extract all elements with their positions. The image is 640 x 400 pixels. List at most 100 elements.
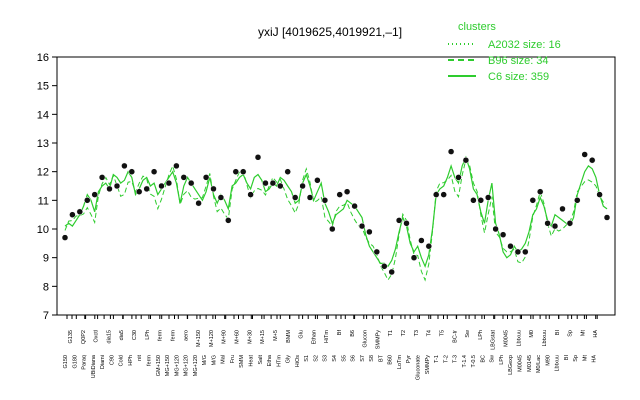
data-point [366,228,373,236]
data-point [76,208,84,216]
x-tick-label: S8 [369,355,375,362]
x-tick-label: T4 [427,330,433,336]
data-point [440,191,447,198]
x-tick-label: BI [555,330,561,336]
x-tick-label: S5 [341,355,347,362]
data-point [381,263,388,270]
x-tick-label: ferm [147,355,153,366]
data-point [128,168,136,175]
data-point [202,174,210,181]
x-tick-label: Salt [258,355,264,365]
x-tick-label: LPh [478,330,484,340]
data-point [425,242,433,250]
data-point [284,168,291,175]
y-tick-label: 9 [43,253,49,265]
x-tick-label: M0145 [527,355,533,372]
data-point [180,174,188,181]
data-point [514,248,522,256]
data-point [329,225,336,233]
x-tick-label: HiOs [295,355,301,367]
data-point [84,197,91,204]
data-point [358,222,366,230]
x-tick-label: T-3 [453,355,459,363]
data-point [61,234,69,241]
x-tick-label: LPh [145,330,151,340]
data-point [403,220,410,227]
legend-title: clusters [458,21,496,33]
x-tick-label: HTm [276,355,282,367]
data-point [232,168,240,175]
x-tick-label: BC-tr [452,330,458,343]
data-point [470,197,477,204]
x-tick-label: M+5 [273,330,279,341]
data-point [559,205,566,213]
x-tick-label: M+90 [222,330,228,344]
x-tick-label: nit [137,355,143,361]
x-tick-label: T-1 [434,355,440,363]
x-tick-label: Sp [568,330,574,337]
x-tick-label: HPh [128,355,134,366]
chart-title: yxiJ [4019625,4019921,–1] [258,25,402,39]
x-tick-label: M0045 [518,355,524,372]
data-point [596,191,603,198]
x-tick-label: Bf [337,330,343,336]
data-points [61,148,611,276]
x-tick-label: Glu [299,330,305,339]
x-tick-label: MG+150 [165,355,171,376]
x-tick-label: Oxctl [94,330,100,343]
data-point [225,217,232,224]
data-point [544,220,551,227]
data-point [336,191,343,198]
x-tick-label: Heat [249,355,255,367]
data-point [343,188,351,195]
y-tick-label: 13 [37,138,49,150]
x-tick-label: Q0P2 [81,330,87,344]
x-tick-label: S3 [323,355,329,362]
x-tick-label: GM+150 [156,355,162,376]
data-point [150,168,158,175]
data-point [588,156,596,164]
data-point [522,248,529,256]
data-point [121,162,128,170]
x-tick-label: Pyr [406,355,412,363]
x-tick-label: M+60 [235,330,241,344]
y-tick-label: 14 [37,109,49,121]
x-tick-label: Sw [490,355,496,363]
data-point [351,202,358,210]
data-point [566,220,574,227]
data-point [158,182,165,190]
y-tick-label: 12 [37,167,49,179]
x-tick-label: SMMPy [425,355,431,375]
data-point [173,162,180,170]
y-tick-label: 10 [37,224,49,236]
x-tick-label: T1 [388,330,394,336]
y-axis: 7 8 9 10 11 12 13 14 15 16 [37,52,57,322]
data-point [484,194,492,201]
x-tick-label: Paraq [82,355,88,370]
x-tick-label: Mal [221,355,227,364]
data-point [195,199,202,207]
x-tick-label: MG+120 [193,355,199,376]
x-tick-label: Ethan [311,330,317,344]
data-point [551,222,559,230]
y-tick-label: 16 [37,52,49,64]
x-tick-label: SMM [239,355,245,368]
data-point [143,185,150,193]
data-point [98,174,106,181]
x-tick-label: Diami [100,355,106,369]
legend-entry-a2032: A2032 size: 16 [488,39,561,51]
data-point [536,188,544,195]
x-tick-label: LBGstat [491,330,497,350]
x-tick-label: LBGexp [508,355,514,375]
data-point [603,214,611,221]
x-tick-label: M/G [211,355,217,365]
data-point [247,191,254,198]
data-point [455,174,462,181]
x-tick-label: M0045 [504,330,510,347]
data-point [165,179,173,187]
data-point [187,179,195,187]
x-tick-label: T-0.5 [471,355,477,368]
legend: clusters A2032 size: 16 B96 size: 34 C6 … [448,21,561,83]
x-tick-label: Fru [230,355,236,363]
